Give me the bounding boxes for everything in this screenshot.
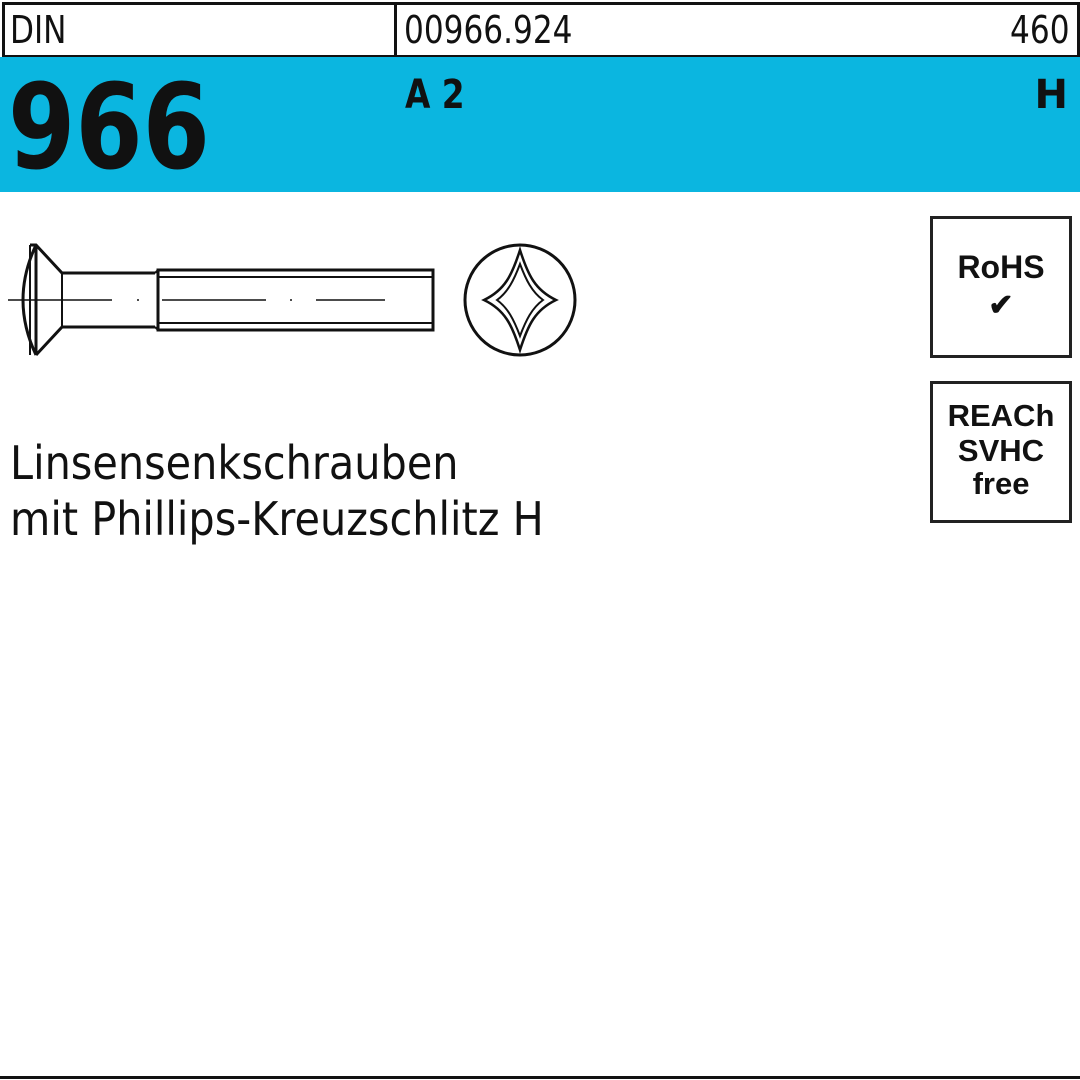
drive-type: H — [1034, 72, 1068, 118]
header-band — [0, 57, 1080, 192]
din-number: 966 — [8, 58, 210, 196]
bottom-rule — [0, 1076, 1080, 1079]
header-divider — [394, 2, 397, 58]
standard-label: DIN — [10, 8, 67, 52]
screw-thread — [156, 268, 435, 332]
reach-label: REACh — [947, 398, 1055, 433]
description-line-2: mit Phillips-Kreuzschlitz H — [10, 492, 544, 546]
free-label: free — [972, 466, 1030, 501]
material-grade: A 2 — [405, 72, 465, 118]
phillips-cross-icon — [481, 245, 559, 355]
description-line-1: Linsensenkschrauben — [10, 436, 459, 490]
svhc-label: SVHC — [957, 433, 1045, 468]
phillips-head-view — [463, 243, 577, 357]
checkmark-icon: ✔ — [988, 289, 1014, 322]
rohs-label: RoHS — [957, 249, 1045, 285]
screw-drawing — [8, 243, 577, 357]
header-row — [2, 2, 1080, 58]
rohs-badge: RoHS ✔ — [930, 216, 1072, 358]
page-number: 460 — [1010, 8, 1070, 52]
article-number: 00966.924 — [404, 8, 573, 52]
reach-badge: REACh SVHC free — [930, 381, 1072, 523]
